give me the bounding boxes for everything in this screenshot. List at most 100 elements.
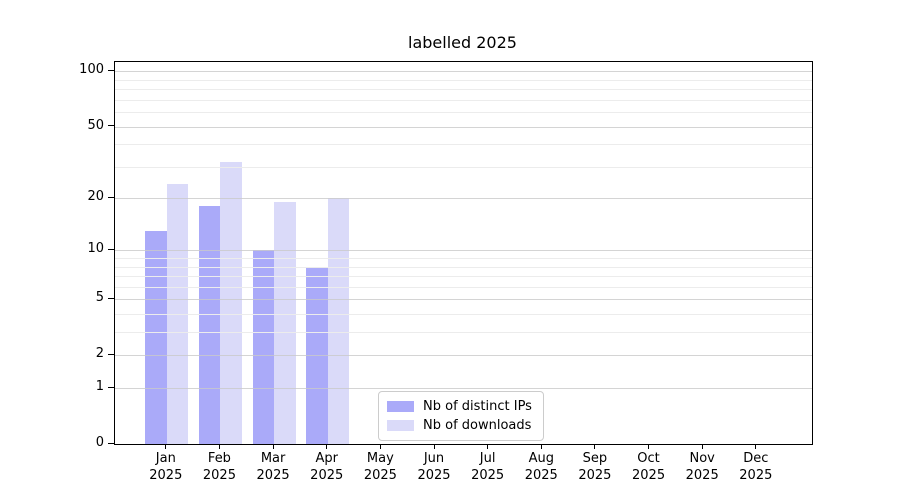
- legend-swatch-distinct-ips-icon: [387, 401, 414, 412]
- legend-label-distinct-ips: Nb of distinct IPs: [423, 399, 532, 414]
- y-tick-label-100: 100: [79, 62, 104, 78]
- bar-distinct-ips-mar: [252, 250, 275, 444]
- x-tick-month: Aug: [528, 451, 554, 466]
- x-tick-label-feb: Feb 2025: [189, 450, 249, 484]
- y-tick-label-10: 10: [87, 241, 104, 257]
- x-tick-mark: [272, 444, 274, 449]
- major-gridline-50: [115, 126, 812, 128]
- major-gridline-100: [115, 71, 812, 73]
- x-tick-month: May: [366, 451, 394, 466]
- x-tick-mark: [326, 444, 328, 449]
- minor-gridline: [115, 166, 812, 168]
- x-tick-mark: [165, 444, 167, 449]
- y-tick-label-5: 5: [95, 290, 104, 306]
- legend: Nb of distinct IPs Nb of downloads: [378, 391, 544, 441]
- minor-gridline: [115, 258, 812, 260]
- minor-gridline: [115, 79, 812, 81]
- x-tick-month: Dec: [743, 451, 769, 466]
- bar-downloads-apr: [327, 198, 350, 444]
- x-tick-year: 2025: [739, 468, 773, 483]
- y-tick-mark: [108, 353, 114, 355]
- legend-entry-distinct-ips: Nb of distinct IPs: [387, 397, 535, 416]
- x-tick-label-dec: Dec 2025: [726, 450, 786, 484]
- x-tick-label-sep: Sep 2025: [565, 450, 625, 484]
- x-tick-mark: [701, 444, 703, 449]
- y-tick-label-0: 0: [95, 435, 104, 450]
- x-tick-month: Nov: [689, 451, 715, 466]
- x-tick-label-aug: Aug 2025: [511, 450, 571, 484]
- minor-gridline: [115, 89, 812, 91]
- y-tick-mark: [108, 386, 114, 388]
- plot-area: Nb of distinct IPs Nb of downloads: [114, 61, 813, 445]
- y-tick-mark: [108, 196, 114, 198]
- x-tick-mark: [433, 444, 435, 449]
- bar-downloads-mar: [274, 202, 296, 444]
- minor-gridline: [115, 332, 812, 334]
- y-tick-label-50: 50: [87, 117, 104, 133]
- x-tick-label-apr: Apr 2025: [297, 450, 357, 484]
- minor-gridline: [115, 99, 812, 101]
- minor-gridline: [115, 276, 812, 278]
- x-tick-year: 2025: [363, 468, 397, 483]
- grid-layer: [115, 62, 812, 444]
- chart-title: labelled 2025: [408, 33, 517, 52]
- x-tick-label-jun: Jun 2025: [404, 450, 464, 484]
- x-tick-year: 2025: [578, 468, 612, 483]
- x-tick-month: Jan: [155, 451, 176, 466]
- bar-downloads-jan: [166, 184, 189, 444]
- x-tick-year: 2025: [471, 468, 505, 483]
- y-tick-label-2: 2: [95, 346, 104, 362]
- minor-gridline: [115, 144, 812, 146]
- x-tick-month: Jul: [479, 451, 496, 466]
- legend-entry-downloads: Nb of downloads: [387, 416, 535, 435]
- major-gridline-20: [115, 198, 812, 200]
- major-gridline-10: [115, 250, 812, 252]
- y-tick-mark: [108, 248, 114, 250]
- x-tick-mark: [755, 444, 757, 449]
- bar-distinct-ips-jan: [145, 230, 167, 444]
- x-tick-month: Feb: [207, 451, 231, 466]
- x-tick-year: 2025: [417, 468, 451, 483]
- minor-gridline: [115, 286, 812, 288]
- x-tick-month: Apr: [315, 451, 338, 466]
- x-tick-month: Jun: [423, 451, 445, 466]
- bar-downloads-feb: [220, 161, 242, 444]
- x-tick-mark: [594, 444, 596, 449]
- major-gridline-2: [115, 355, 812, 357]
- x-tick-label-oct: Oct 2025: [619, 450, 679, 484]
- x-tick-mark: [540, 444, 542, 449]
- x-tick-year: 2025: [524, 468, 558, 483]
- x-tick-label-mar: Mar 2025: [243, 450, 303, 484]
- x-tick-month: Mar: [260, 451, 286, 466]
- minor-gridline: [115, 266, 812, 268]
- bar-distinct-ips-feb: [198, 206, 221, 444]
- y-tick-mark: [108, 442, 114, 444]
- y-tick-mark: [108, 125, 114, 127]
- x-tick-month: Oct: [637, 451, 660, 466]
- y-tick-mark: [108, 69, 114, 71]
- x-tick-label-jul: Jul 2025: [458, 450, 518, 484]
- x-tick-label-nov: Nov 2025: [672, 450, 732, 484]
- x-tick-mark: [379, 444, 381, 449]
- legend-label-downloads: Nb of downloads: [423, 418, 532, 433]
- x-tick-year: 2025: [202, 468, 236, 483]
- y-tick-mark: [108, 297, 114, 299]
- x-tick-year: 2025: [685, 468, 719, 483]
- legend-swatch-downloads-icon: [387, 420, 414, 431]
- minor-gridline: [115, 112, 812, 114]
- minor-gridline: [115, 314, 812, 316]
- x-tick-mark: [218, 444, 220, 449]
- y-tick-label-1: 1: [95, 379, 104, 395]
- x-tick-label-may: May 2025: [350, 450, 410, 484]
- major-gridline-1: [115, 388, 812, 390]
- x-tick-year: 2025: [632, 468, 666, 483]
- major-gridline-5: [115, 299, 812, 301]
- x-tick-mark: [648, 444, 650, 449]
- x-tick-year: 2025: [310, 468, 344, 483]
- y-tick-label-20: 20: [87, 189, 104, 205]
- x-tick-month: Sep: [582, 451, 608, 466]
- x-tick-label-jan: Jan 2025: [136, 450, 196, 484]
- x-tick-mark: [487, 444, 489, 449]
- x-tick-year: 2025: [256, 468, 290, 483]
